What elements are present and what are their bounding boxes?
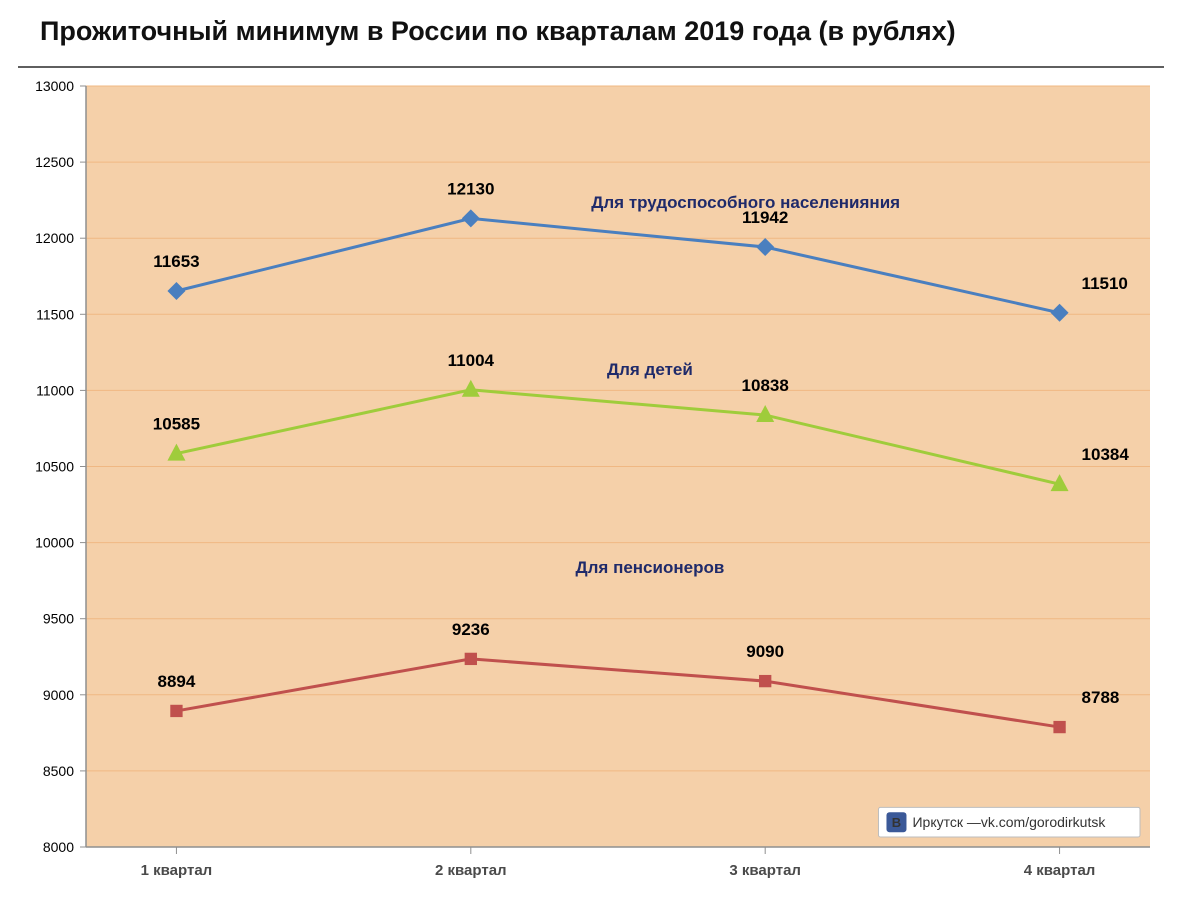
- chart-title: Прожиточный минимум в России по квартала…: [40, 16, 956, 47]
- point-label: 12130: [447, 179, 494, 198]
- point-label: 9090: [746, 642, 784, 661]
- chart-area: 8000 8500 9000 9500 10000 10500 11000 11500 1200…: [18, 66, 1164, 899]
- ytick-label: 12500: [35, 154, 74, 170]
- vk-icon-glyph: B: [892, 815, 901, 830]
- ytick-label: 11500: [36, 306, 74, 322]
- xtick-label: 4 квартал: [1024, 862, 1096, 879]
- point-label: 11510: [1082, 274, 1128, 293]
- series-label: Для детей: [607, 360, 693, 379]
- badge-text: Иркутск —vk.com/gorodirkutsk: [912, 814, 1106, 830]
- source-badge: B Иркутск —vk.com/gorodirkutsk: [878, 807, 1140, 837]
- ytick-label: 11000: [36, 382, 74, 398]
- point-label: 8788: [1082, 688, 1120, 707]
- ytick-label: 9000: [43, 687, 74, 703]
- point-label: 11004: [448, 351, 495, 370]
- point-label: 8894: [158, 672, 196, 691]
- ytick-label: 13000: [35, 78, 74, 94]
- ytick-label: 8500: [43, 763, 74, 779]
- ytick-label: 10500: [35, 459, 74, 475]
- marker-square-icon: [465, 653, 477, 665]
- marker-square-icon: [759, 675, 771, 687]
- point-label: 11653: [153, 252, 199, 271]
- line-chart-svg: 8000 8500 9000 9500 10000 10500 11000 11500 1200…: [18, 68, 1164, 899]
- point-label: 10838: [742, 376, 789, 395]
- marker-square-icon: [1053, 721, 1065, 733]
- ytick-label: 8000: [43, 839, 74, 855]
- point-label: 10384: [1082, 445, 1130, 464]
- xtick-label: 2 квартал: [435, 862, 507, 879]
- ytick-label: 9500: [43, 611, 74, 627]
- marker-square-icon: [170, 705, 182, 717]
- xtick-label: 3 квартал: [729, 862, 801, 879]
- series-label: Для трудоспособного населенияния: [591, 193, 900, 212]
- ytick-label: 12000: [35, 230, 74, 246]
- xtick-label: 1 квартал: [141, 862, 213, 879]
- point-label: 9236: [452, 620, 490, 639]
- series-label: Для пенсионеров: [576, 558, 725, 577]
- ytick-label: 10000: [35, 535, 74, 551]
- point-label: 10585: [153, 415, 200, 434]
- chart-frame: Прожиточный минимум в России по квартала…: [0, 0, 1182, 917]
